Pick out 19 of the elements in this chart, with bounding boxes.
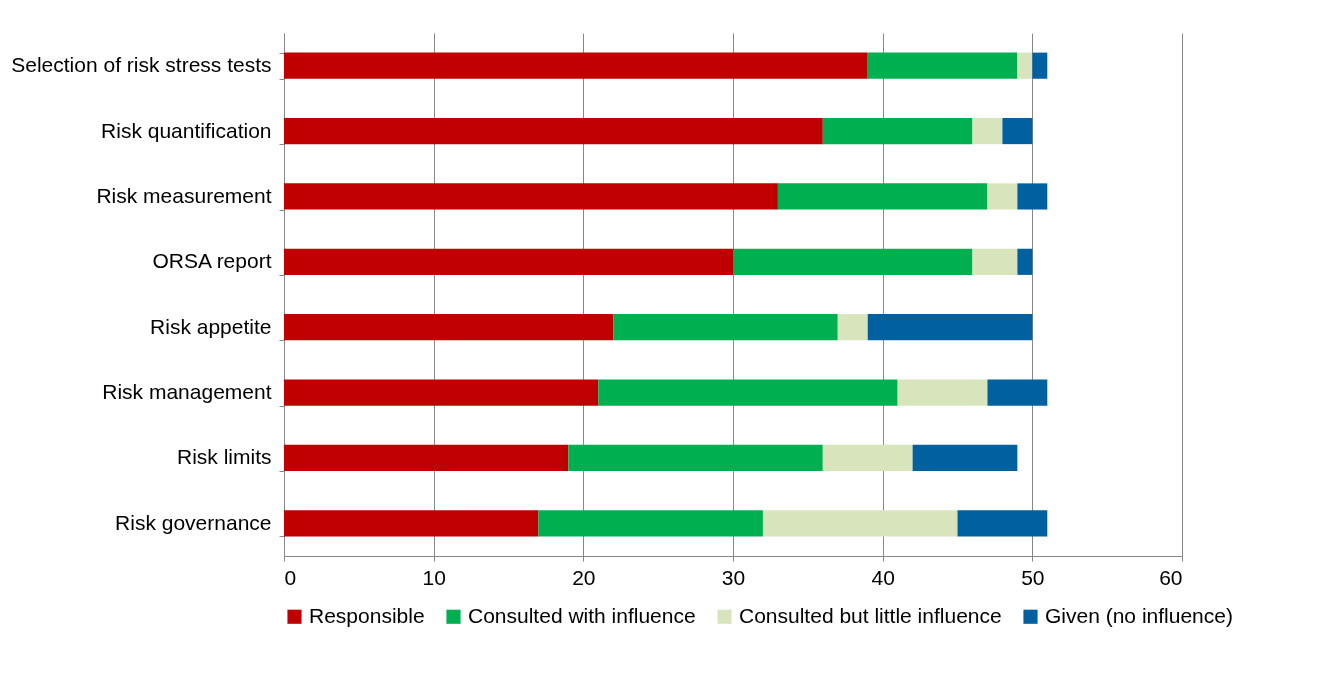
y-tick-label: ORSA report	[152, 249, 272, 273]
x-tick-label: 30	[721, 565, 746, 589]
legend-label: Consulted but little influence	[739, 603, 1002, 627]
x-tick-label: 60	[1159, 565, 1183, 589]
y-tick-label: Risk governance	[115, 510, 272, 534]
legend-label: Given (no influence)	[1045, 603, 1233, 627]
y-tick-label: Risk appetite	[150, 314, 272, 338]
y-tick-label: Risk management	[102, 380, 272, 404]
y-tick-label: Risk limits	[177, 445, 272, 469]
x-tick-label: 10	[422, 565, 446, 589]
legend-label: Responsible	[309, 603, 425, 627]
y-tick-label: Risk quantification	[101, 118, 272, 142]
y-tick-label: Selection of risk stress tests	[11, 53, 272, 77]
x-tick-label: 50	[1021, 565, 1045, 589]
y-tick-label: Risk measurement	[96, 183, 272, 207]
x-tick-label: 20	[572, 565, 596, 589]
x-tick-label: 40	[871, 565, 895, 589]
legend-label: Consulted with influence	[468, 603, 696, 627]
x-tick-label: 0	[284, 565, 297, 589]
